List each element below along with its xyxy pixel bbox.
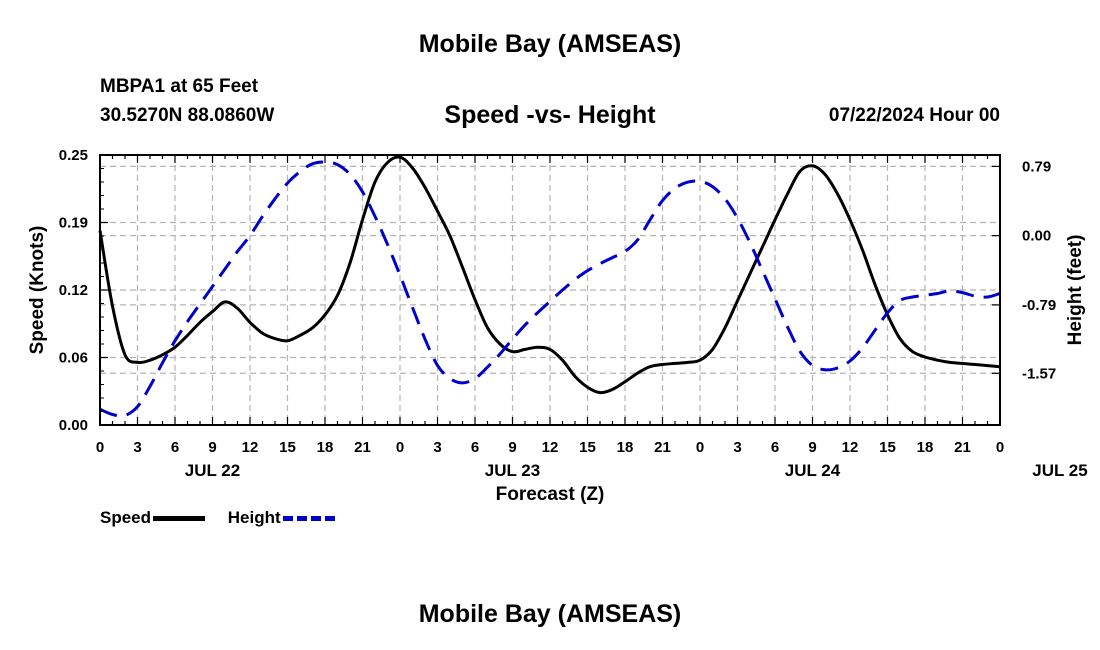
x-tick-label: 9 — [508, 439, 516, 456]
y2-axis-label: Height (feet) — [1065, 235, 1086, 346]
x-tick-label: 6 — [771, 439, 779, 456]
main-title: Mobile Bay (AMSEAS) — [418, 30, 682, 58]
x-tick-label: 6 — [171, 439, 179, 456]
x-tick-label: 18 — [917, 439, 934, 456]
x-tick-label: 15 — [879, 439, 896, 456]
y-tick-label: 0.00 — [59, 417, 88, 434]
y-axis-label: Speed (Knots) — [27, 226, 48, 355]
x-tick-label: 0 — [696, 439, 704, 456]
station-name: MBPA1 at 65 Feet — [100, 76, 259, 97]
day-label: JUL 23 — [485, 461, 540, 480]
y2-tick-label: 0.00 — [1022, 228, 1051, 245]
chart-labels: 0 3 6 9 12 15 18 21 0 3 6 9 12 15 18 21 0 3 6 9 12 15 18 21 0 JUL… — [59, 147, 1088, 480]
footer-title: Mobile Bay (AMSEAS) — [418, 600, 682, 628]
station-coordinates: 30.5270N 88.0860W — [100, 105, 275, 126]
x-tick-label: 15 — [279, 439, 296, 456]
chart-title: Speed -vs- Height — [444, 101, 656, 129]
x-tick-label: 0 — [996, 439, 1004, 456]
x-tick-label: 21 — [954, 439, 971, 456]
x-tick-label: 15 — [579, 439, 596, 456]
x-tick-label: 0 — [96, 439, 104, 456]
x-tick-label: 3 — [433, 439, 441, 456]
x-axis-label: Forecast (Z) — [496, 484, 605, 505]
legend-label-speed: Speed — [100, 508, 152, 527]
series-line-height — [99, 160, 1001, 418]
forecast-run-time: 07/22/2024 Hour 00 — [828, 105, 1000, 126]
y2-tick-label: -1.57 — [1022, 365, 1056, 382]
chart-ticks — [99, 154, 1001, 426]
x-tick-label: 9 — [808, 439, 816, 456]
x-tick-label: 3 — [733, 439, 741, 456]
x-tick-label: 6 — [471, 439, 479, 456]
x-tick-label: 3 — [133, 439, 141, 456]
y2-tick-label: -0.79 — [1022, 297, 1056, 314]
x-tick-label: 12 — [842, 439, 859, 456]
x-tick-label: 18 — [317, 439, 334, 456]
series-line-speed — [98, 155, 1001, 395]
legend: Speed Height — [100, 508, 353, 528]
day-label: JUL 25 — [1032, 461, 1087, 480]
y-tick-label: 0.19 — [59, 215, 88, 232]
x-tick-label: 21 — [354, 439, 371, 456]
x-tick-label: 18 — [617, 439, 634, 456]
y-tick-label: 0.06 — [59, 350, 88, 367]
y2-tick-label: 0.79 — [1022, 158, 1051, 175]
x-tick-label: 12 — [242, 439, 259, 456]
chart-series — [98, 155, 1001, 418]
legend-swatch-speed — [153, 515, 206, 521]
legend-item-speed: Speed — [100, 508, 206, 528]
y-tick-label: 0.25 — [59, 147, 88, 164]
legend-label-height: Height — [227, 508, 281, 527]
day-label: JUL 24 — [785, 461, 841, 480]
day-label: JUL 22 — [185, 461, 240, 480]
chart-grid — [99, 154, 1001, 426]
y-tick-label: 0.12 — [59, 282, 88, 299]
x-tick-label: 0 — [396, 439, 404, 456]
legend-item-height: Height — [228, 508, 335, 528]
x-tick-label: 12 — [542, 439, 559, 456]
legend-swatch-height — [282, 515, 335, 521]
x-tick-label: 21 — [654, 439, 671, 456]
x-tick-label: 9 — [208, 439, 216, 456]
speed-height-chart: 0 3 6 9 12 15 18 21 0 3 6 9 12 15 18 21 0 3 6 9 12 15 18 21 0 JUL… — [27, 147, 1088, 505]
